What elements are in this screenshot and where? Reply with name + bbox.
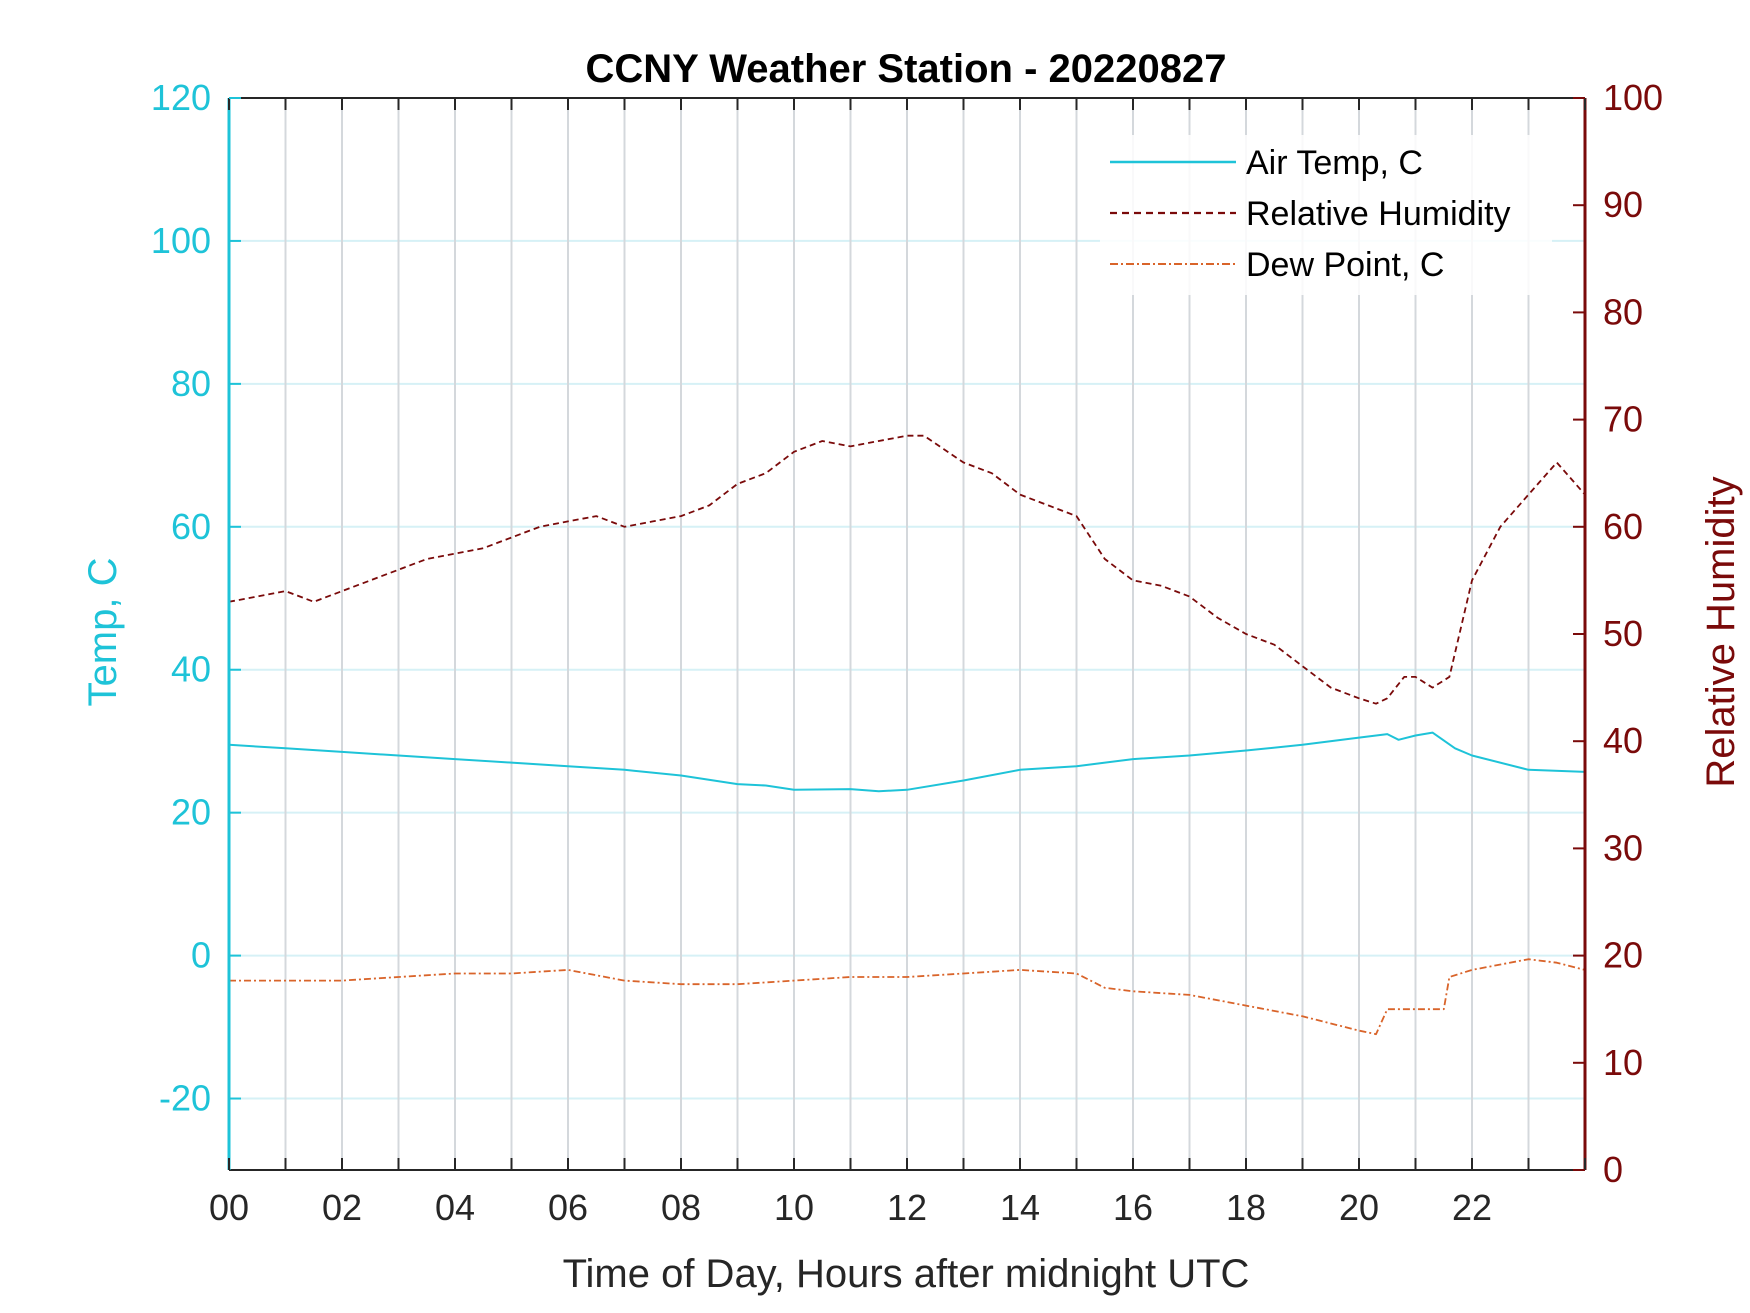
right-tick-label: 60 — [1603, 506, 1643, 547]
x-tick-label: 20 — [1339, 1187, 1379, 1228]
left-tick-label: 80 — [171, 363, 211, 404]
legend: Air Temp, C Relative Humidity Dew Point,… — [1100, 135, 1552, 295]
x-tick-label: 06 — [548, 1187, 588, 1228]
x-tick-label: 10 — [774, 1187, 814, 1228]
x-tick-label: 02 — [322, 1187, 362, 1228]
x-tick-label: 00 — [209, 1187, 249, 1228]
x-tick-label: 18 — [1226, 1187, 1266, 1228]
right-tick-label: 0 — [1603, 1149, 1623, 1190]
right-tick-label: 50 — [1603, 613, 1643, 654]
x-axis-label: Time of Day, Hours after midnight UTC — [563, 1252, 1250, 1296]
y-axis-right-label: Relative Humidity — [1699, 476, 1743, 787]
x-tick-label: 14 — [1000, 1187, 1040, 1228]
series-line-dew-point-c — [229, 958, 1586, 1036]
x-tick-label: 16 — [1113, 1187, 1153, 1228]
right-tick-label: 70 — [1603, 399, 1643, 440]
axes — [227, 97, 1587, 1171]
tick-labels: 00 02 04 06 08 10 12 14 16 18 20 22-200204060801001… — [151, 77, 1663, 1228]
left-tick-label: 20 — [171, 792, 211, 833]
left-tick-label: 40 — [171, 649, 211, 690]
chart-title: CCNY Weather Station - 20220827 — [586, 47, 1227, 91]
x-tick-label: 08 — [661, 1187, 701, 1228]
x-tick-label: 22 — [1452, 1187, 1492, 1228]
right-tick-label: 30 — [1603, 827, 1643, 868]
x-tick-label: 04 — [435, 1187, 475, 1228]
right-tick-label: 100 — [1603, 77, 1663, 118]
right-tick-label: 40 — [1603, 720, 1643, 761]
right-tick-label: 10 — [1603, 1042, 1643, 1083]
left-tick-label: 0 — [191, 935, 211, 976]
left-tick-label: 100 — [151, 220, 211, 261]
left-tick-label: -20 — [159, 1078, 211, 1119]
left-tick-label: 60 — [171, 506, 211, 547]
left-tick-label: 120 — [151, 77, 211, 118]
x-tick-label: 12 — [887, 1187, 927, 1228]
grid — [229, 97, 1585, 1170]
legend-label-air-temp: Air Temp, C — [1246, 144, 1423, 182]
series-line-air-temp-c — [228, 731, 1586, 793]
right-tick-label: 90 — [1603, 184, 1643, 225]
right-tick-label: 20 — [1603, 935, 1643, 976]
legend-label-dew-point: Dew Point, C — [1246, 246, 1444, 284]
series-lines — [228, 434, 1586, 1036]
legend-label-relative-humidity: Relative Humidity — [1246, 195, 1511, 233]
series-line-relative-humidity — [228, 434, 1586, 705]
right-tick-label: 80 — [1603, 291, 1643, 332]
y-axis-left-label: Temp, C — [81, 558, 125, 707]
